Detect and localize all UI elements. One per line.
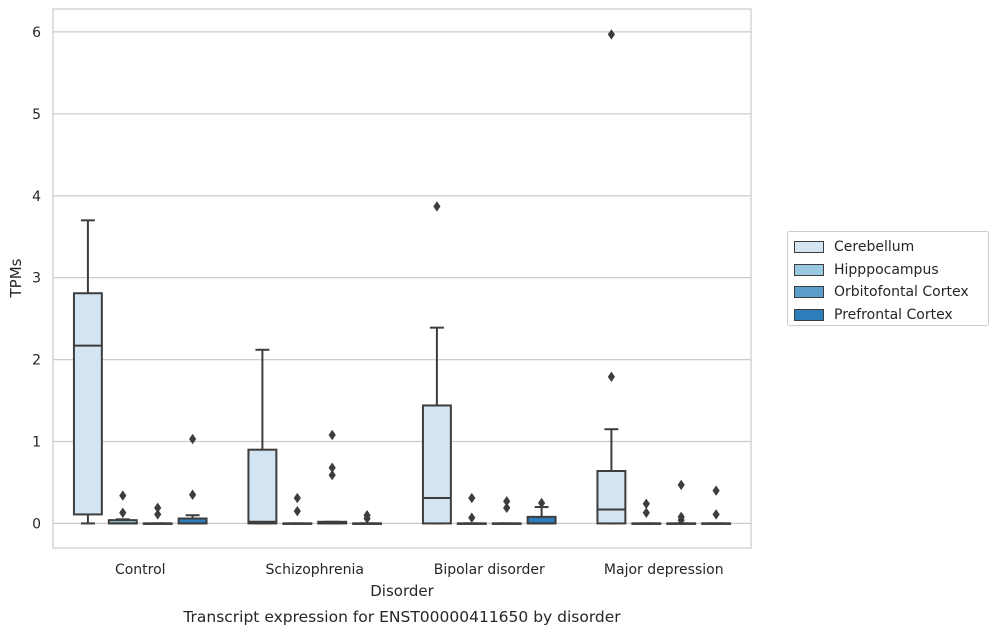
box-hipppocampus-control xyxy=(107,490,138,525)
legend-swatch-hippocampus xyxy=(794,263,824,276)
outlier-hipppocampus-schizophrenia-0 xyxy=(293,505,301,517)
outlier-hipppocampus-schizophrenia-1 xyxy=(293,492,301,504)
box-hipppocampus-schizophrenia xyxy=(282,492,313,525)
legend: Cerebellum Hipppocampus Orbitofontal Cor… xyxy=(787,231,989,326)
box-cerebellum-schizophrenia xyxy=(247,348,278,525)
y-tick-label-6: 6 xyxy=(32,25,41,41)
outlier-hipppocampus-control-0 xyxy=(119,507,127,518)
box-orbitofontal-cortex-control xyxy=(142,502,173,525)
y-tick-label-0: 0 xyxy=(32,516,41,532)
outlier-orbitofontal-cortex-schizophrenia-0 xyxy=(328,469,336,481)
x-tick-label-schizophrenia: Schizophrenia xyxy=(266,562,364,578)
legend-item-hippocampus: Hipppocampus xyxy=(794,259,988,282)
outlier-prefrontal-cortex-major-depression-1 xyxy=(712,485,720,496)
plot-background xyxy=(53,9,751,548)
y-tick-label-1: 1 xyxy=(32,435,41,451)
outlier-prefrontal-cortex-major-depression-0 xyxy=(712,509,720,520)
y-tick-label-4: 4 xyxy=(32,189,41,205)
chart-title: Transcript expression for ENST0000041165… xyxy=(182,608,621,626)
box-cerebellum-control xyxy=(72,219,103,525)
outlier-prefrontal-cortex-control-1 xyxy=(189,433,197,445)
outlier-orbitofontal-cortex-control-0 xyxy=(154,509,162,520)
legend-swatch-orbitofrontal-cortex xyxy=(794,286,824,299)
box-prefrontal-cortex-schizophrenia xyxy=(352,510,383,525)
box-prefrontal-cortex-control xyxy=(177,433,208,525)
outlier-orbitofontal-cortex-control-1 xyxy=(154,502,162,514)
legend-label-hippocampus: Hipppocampus xyxy=(834,261,939,278)
outlier-hipppocampus-bipolar-disorder-1 xyxy=(468,492,476,504)
box-body-cerebellum-bipolar-disorder xyxy=(421,404,452,525)
box-hipppocampus-major-depression xyxy=(631,498,662,525)
x-tick-label-bipolar-disorder: Bipolar disorder xyxy=(434,562,545,578)
y-tick-labels: 0 1 2 3 4 5 6 xyxy=(32,25,41,532)
outlier-orbitofontal-cortex-bipolar-disorder-1 xyxy=(503,496,511,507)
box-body-cerebellum-schizophrenia xyxy=(247,448,278,525)
legend-label-prefrontal-cortex: Prefrontal Cortex xyxy=(834,306,953,323)
outlier-cerebellum-bipolar-disorder-0 xyxy=(433,201,441,212)
legend-item-orbitofrontal-cortex: Orbitofontal Cortex xyxy=(794,281,988,304)
outlier-orbitofontal-cortex-schizophrenia-1 xyxy=(328,462,336,473)
box-orbitofontal-cortex-major-depression xyxy=(666,479,697,526)
outlier-hipppocampus-bipolar-disorder-0 xyxy=(468,512,476,523)
outlier-orbitofontal-cortex-schizophrenia-2 xyxy=(328,429,336,441)
legend-swatch-cerebellum xyxy=(794,241,824,254)
outlier-hipppocampus-control-1 xyxy=(119,490,127,501)
plot-frame xyxy=(52,8,752,549)
y-tick-label-2: 2 xyxy=(32,353,41,369)
outlier-prefrontal-cortex-bipolar-disorder-0 xyxy=(538,497,546,509)
box-body-cerebellum-control xyxy=(72,292,103,516)
outlier-cerebellum-major-depression-0 xyxy=(607,371,615,382)
outlier-prefrontal-cortex-control-0 xyxy=(189,489,197,500)
legend-item-cerebellum: Cerebellum xyxy=(794,236,988,259)
y-tick-label-5: 5 xyxy=(32,107,41,123)
box-body-cerebellum-major-depression xyxy=(596,470,627,525)
legend-item-prefrontal-cortex: Prefrontal Cortex xyxy=(794,304,988,327)
box-orbitofontal-cortex-bipolar-disorder xyxy=(491,496,522,525)
box-prefrontal-cortex-major-depression xyxy=(701,485,732,525)
outlier-orbitofontal-cortex-bipolar-disorder-0 xyxy=(503,502,511,514)
x-axis-label: Disorder xyxy=(370,582,434,600)
data-layer xyxy=(72,29,732,526)
outlier-orbitofontal-cortex-major-depression-2 xyxy=(677,479,685,491)
y-axis-label: TPMs xyxy=(7,258,25,298)
box-cerebellum-major-depression xyxy=(596,29,627,525)
box-cerebellum-bipolar-disorder xyxy=(421,201,452,525)
outlier-orbitofontal-cortex-major-depression-1 xyxy=(677,511,685,523)
box-hipppocampus-bipolar-disorder xyxy=(456,492,487,525)
x-tick-label-control: Control xyxy=(115,562,166,578)
box-prefrontal-cortex-bipolar-disorder xyxy=(526,497,557,525)
legend-label-cerebellum: Cerebellum xyxy=(834,239,915,256)
x-tick-label-major-depression: Major depression xyxy=(604,562,724,578)
box-orbitofontal-cortex-schizophrenia xyxy=(317,429,348,525)
outlier-prefrontal-cortex-schizophrenia-1 xyxy=(363,510,371,521)
outlier-cerebellum-major-depression-1 xyxy=(607,29,615,40)
legend-swatch-prefrontal-cortex xyxy=(794,308,824,321)
legend-label-orbitofrontal-cortex: Orbitofontal Cortex xyxy=(834,284,969,301)
y-tick-label-3: 3 xyxy=(32,271,41,287)
x-tick-labels: Control Schizophrenia Bipolar disorder Majo… xyxy=(115,562,724,578)
outlier-hipppocampus-major-depression-1 xyxy=(642,498,650,509)
outlier-hipppocampus-major-depression-0 xyxy=(642,507,650,518)
